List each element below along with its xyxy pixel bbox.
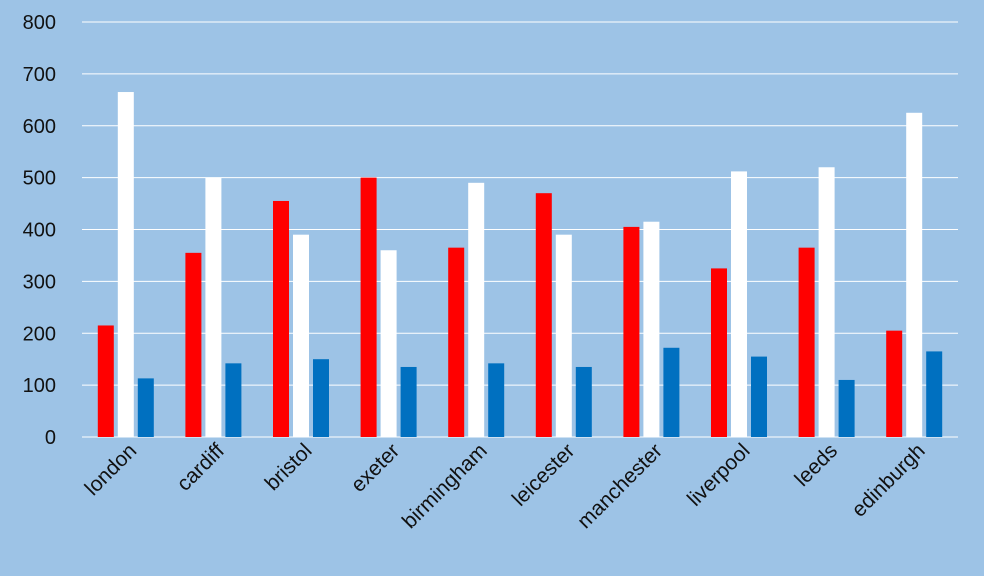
bar-leicester-series-3: [575, 366, 592, 437]
bar-exeter-series-3: [400, 366, 417, 437]
bar-bristol-series-3: [313, 359, 329, 437]
bar-edinburgh-series-2: [906, 112, 923, 437]
bar-birmingham-series-3: [488, 363, 505, 437]
y-tick-label: 800: [23, 12, 56, 34]
bars: [97, 92, 943, 437]
y-tick-label: 700: [23, 64, 56, 86]
y-tick-label: 100: [23, 375, 56, 397]
bar-leicester-series-1: [535, 193, 552, 437]
bar-exeter-series-1: [360, 177, 377, 437]
bar-leicester-series-2: [555, 234, 572, 437]
bar-london-series-1: [97, 325, 114, 437]
bar-bristol-series-1: [273, 200, 289, 437]
y-tick-label: 300: [23, 271, 56, 293]
bar-london-series-3: [137, 378, 154, 437]
bar-liverpool-series-2: [731, 171, 747, 437]
y-tick-label: 0: [45, 427, 56, 449]
bar-leeds-series-3: [838, 379, 855, 437]
bar-bristol-series-2: [293, 234, 309, 437]
bar-manchester-series-2: [643, 221, 660, 437]
bar-cardiff-series-2: [205, 177, 222, 437]
bar-manchester-series-3: [663, 347, 680, 437]
bar-leeds-series-2: [818, 167, 835, 437]
y-tick-label: 500: [23, 168, 56, 190]
bar-leeds-series-1: [798, 247, 815, 437]
bar-cardiff-series-3: [225, 363, 242, 437]
bar-birmingham-series-1: [448, 247, 465, 437]
y-tick-label: 600: [23, 116, 56, 138]
bar-cardiff-series-1: [185, 252, 202, 437]
bar-edinburgh-series-1: [886, 330, 903, 437]
bar-birmingham-series-2: [468, 182, 485, 437]
bar-edinburgh-series-3: [926, 351, 943, 437]
bar-exeter-series-2: [380, 250, 397, 437]
y-tick-label: 400: [23, 220, 56, 242]
y-axis: 0 100 200 300 400 500 600 700 800: [23, 12, 56, 449]
bar-liverpool-series-3: [751, 356, 767, 437]
y-tick-label: 200: [23, 323, 56, 345]
bar-liverpool-series-1: [711, 268, 727, 437]
bar-london-series-2: [117, 92, 134, 437]
bar-manchester-series-1: [623, 226, 640, 437]
